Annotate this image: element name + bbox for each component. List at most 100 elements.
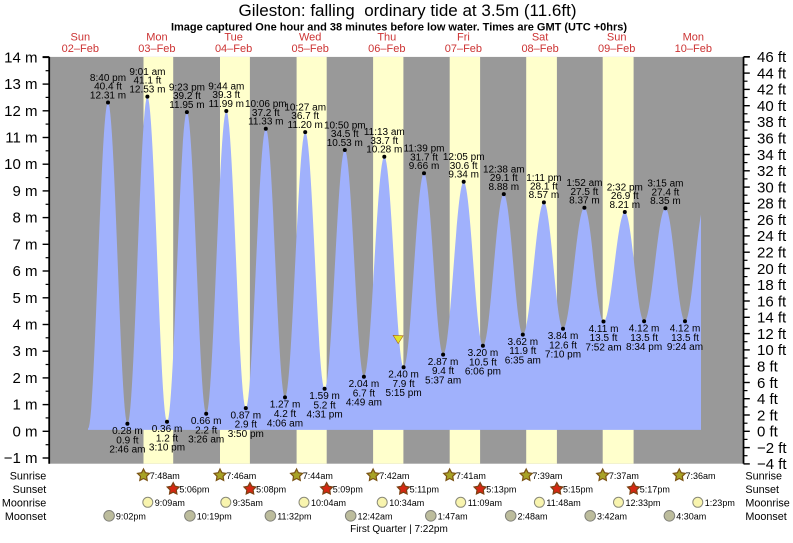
svg-text:Gileston: falling ordinary ti: Gileston: falling ordinary tide at 3.5m … bbox=[239, 1, 577, 20]
svg-text:2:48am: 2:48am bbox=[518, 511, 548, 521]
svg-text:9:01 am: 9:01 am bbox=[129, 67, 165, 78]
svg-text:1 m: 1 m bbox=[12, 397, 37, 414]
svg-text:3 m: 3 m bbox=[12, 343, 37, 360]
svg-text:14 m: 14 m bbox=[4, 49, 37, 66]
svg-text:3.62 m: 3.62 m bbox=[508, 337, 539, 348]
svg-text:10.28 m: 10.28 m bbox=[366, 145, 402, 156]
svg-text:0.9 ft: 0.9 ft bbox=[116, 435, 138, 446]
svg-text:8.37 m: 8.37 m bbox=[569, 196, 600, 207]
svg-text:9:09am: 9:09am bbox=[155, 498, 185, 508]
svg-text:12 m: 12 m bbox=[4, 103, 37, 120]
svg-text:Mon: Mon bbox=[146, 32, 167, 44]
svg-text:04–Feb: 04–Feb bbox=[215, 43, 252, 55]
svg-text:11:09am: 11:09am bbox=[468, 498, 502, 508]
svg-text:6.7 ft: 6.7 ft bbox=[353, 388, 375, 399]
svg-text:−1 m: −1 m bbox=[4, 450, 38, 467]
svg-text:34 ft: 34 ft bbox=[757, 147, 787, 164]
svg-text:8.88 m: 8.88 m bbox=[489, 182, 520, 193]
svg-text:10.53 m: 10.53 m bbox=[327, 138, 363, 149]
svg-text:08–Feb: 08–Feb bbox=[521, 43, 558, 55]
svg-text:5:09pm: 5:09pm bbox=[333, 484, 363, 494]
svg-text:2 ft: 2 ft bbox=[757, 407, 779, 424]
svg-text:9:24 am: 9:24 am bbox=[667, 342, 703, 353]
svg-text:5 m: 5 m bbox=[12, 290, 37, 307]
svg-text:4:06 am: 4:06 am bbox=[267, 418, 303, 429]
svg-text:10:27 am: 10:27 am bbox=[284, 103, 326, 114]
svg-text:12 ft: 12 ft bbox=[757, 326, 787, 343]
svg-text:7:48am: 7:48am bbox=[150, 471, 180, 481]
svg-text:5:08pm: 5:08pm bbox=[256, 484, 286, 494]
svg-text:8.21 m: 8.21 m bbox=[610, 200, 641, 211]
svg-text:Sat: Sat bbox=[532, 32, 549, 44]
svg-text:9.4 ft: 9.4 ft bbox=[432, 366, 454, 377]
svg-text:3.84 m: 3.84 m bbox=[548, 331, 579, 342]
svg-text:Moonrise: Moonrise bbox=[2, 498, 46, 510]
svg-text:12:33pm: 12:33pm bbox=[626, 498, 661, 508]
svg-text:10 ft: 10 ft bbox=[757, 342, 787, 359]
svg-text:2.87 m: 2.87 m bbox=[428, 357, 459, 368]
svg-text:13.5 ft: 13.5 ft bbox=[590, 333, 618, 344]
svg-text:Wed: Wed bbox=[299, 32, 321, 44]
svg-text:18 ft: 18 ft bbox=[757, 277, 787, 294]
svg-text:Moonset: Moonset bbox=[745, 511, 786, 523]
svg-text:13.5 ft: 13.5 ft bbox=[630, 333, 658, 344]
svg-text:2.9 ft: 2.9 ft bbox=[235, 420, 257, 431]
svg-text:Fri: Fri bbox=[457, 32, 470, 44]
svg-text:26 ft: 26 ft bbox=[757, 212, 787, 229]
svg-text:4:30am: 4:30am bbox=[676, 511, 706, 521]
svg-text:7:52 am: 7:52 am bbox=[585, 342, 621, 353]
svg-text:5:13pm: 5:13pm bbox=[486, 484, 516, 494]
svg-text:6:06 pm: 6:06 pm bbox=[465, 367, 501, 378]
svg-text:0 m: 0 m bbox=[12, 423, 37, 440]
svg-text:−4 ft: −4 ft bbox=[757, 456, 787, 473]
svg-text:11 m: 11 m bbox=[5, 130, 37, 147]
svg-text:34.5 ft: 34.5 ft bbox=[331, 129, 359, 140]
svg-text:11.99 m: 11.99 m bbox=[209, 99, 244, 110]
svg-text:4.12 m: 4.12 m bbox=[629, 324, 660, 335]
svg-text:Moonset: Moonset bbox=[5, 511, 46, 523]
svg-text:10:19pm: 10:19pm bbox=[197, 511, 232, 521]
svg-text:06–Feb: 06–Feb bbox=[368, 43, 405, 55]
svg-text:30 ft: 30 ft bbox=[757, 179, 787, 196]
svg-text:29.1 ft: 29.1 ft bbox=[490, 173, 518, 184]
svg-text:8:34 pm: 8:34 pm bbox=[626, 342, 662, 353]
svg-text:2.2 ft: 2.2 ft bbox=[195, 425, 217, 436]
svg-text:39.3 ft: 39.3 ft bbox=[212, 90, 240, 101]
svg-text:02–Feb: 02–Feb bbox=[62, 43, 99, 55]
svg-text:Sunset: Sunset bbox=[745, 484, 779, 496]
svg-text:0.36 m: 0.36 m bbox=[152, 424, 183, 435]
svg-text:3:10 pm: 3:10 pm bbox=[149, 443, 185, 454]
svg-text:7:39am: 7:39am bbox=[532, 471, 562, 481]
svg-text:4 ft: 4 ft bbox=[757, 391, 779, 408]
svg-text:09–Feb: 09–Feb bbox=[598, 43, 635, 55]
svg-text:46 ft: 46 ft bbox=[757, 49, 787, 66]
svg-text:7:36am: 7:36am bbox=[686, 471, 716, 481]
svg-text:33.7 ft: 33.7 ft bbox=[370, 136, 398, 147]
svg-text:36.7 ft: 36.7 ft bbox=[291, 111, 319, 122]
svg-text:2 m: 2 m bbox=[12, 370, 37, 387]
svg-text:3:50 pm: 3:50 pm bbox=[228, 429, 264, 440]
svg-text:2:46 am: 2:46 am bbox=[109, 445, 145, 456]
svg-text:7:42am: 7:42am bbox=[379, 471, 409, 481]
svg-text:10.5 ft: 10.5 ft bbox=[469, 357, 497, 368]
svg-text:7 m: 7 m bbox=[12, 236, 37, 253]
svg-text:5:17pm: 5:17pm bbox=[640, 484, 670, 494]
svg-text:Tue: Tue bbox=[224, 32, 243, 44]
svg-text:−2 ft: −2 ft bbox=[757, 440, 787, 457]
svg-text:Image captured One hour and 38: Image captured One hour and 38 minutes b… bbox=[171, 21, 627, 33]
svg-text:9:23 pm: 9:23 pm bbox=[169, 83, 205, 94]
svg-text:10 m: 10 m bbox=[4, 156, 37, 173]
svg-text:11.20 m: 11.20 m bbox=[288, 120, 323, 131]
svg-text:12:38 am: 12:38 am bbox=[483, 165, 525, 176]
svg-text:0 ft: 0 ft bbox=[757, 424, 779, 441]
svg-text:27.4 ft: 27.4 ft bbox=[651, 187, 679, 198]
svg-text:1.27 m: 1.27 m bbox=[270, 400, 301, 411]
svg-text:3:42am: 3:42am bbox=[597, 511, 627, 521]
svg-text:Sun: Sun bbox=[607, 32, 627, 44]
svg-text:8 m: 8 m bbox=[12, 210, 37, 227]
svg-text:24 ft: 24 ft bbox=[757, 228, 787, 245]
svg-text:13.5 ft: 13.5 ft bbox=[671, 333, 699, 344]
svg-text:39.2 ft: 39.2 ft bbox=[173, 91, 201, 102]
svg-text:2:32 pm: 2:32 pm bbox=[607, 182, 643, 193]
svg-text:4:31 pm: 4:31 pm bbox=[307, 410, 343, 421]
